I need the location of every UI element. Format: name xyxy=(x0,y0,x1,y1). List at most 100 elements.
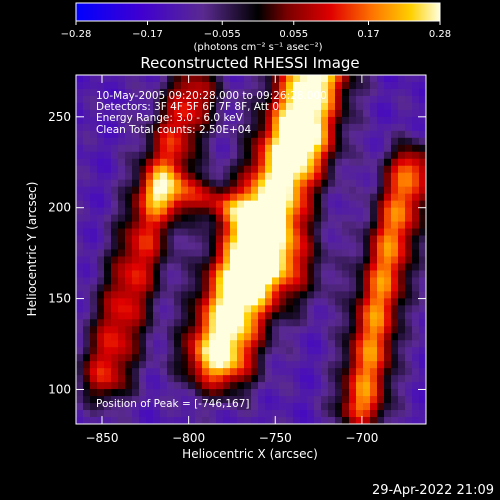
heatmap-cell xyxy=(251,81,259,90)
heatmap-cell xyxy=(391,137,399,146)
heatmap-cell xyxy=(251,102,259,111)
heatmap-cell xyxy=(76,130,84,139)
heatmap-cell xyxy=(321,81,329,90)
heatmap-cell xyxy=(167,340,175,348)
heatmap-cell xyxy=(125,144,133,153)
heatmap-cell xyxy=(216,277,224,285)
heatmap-cell xyxy=(307,242,315,251)
heatmap-cell xyxy=(412,256,420,265)
heatmap-cell xyxy=(216,186,224,195)
heatmap-cell xyxy=(90,102,98,111)
heatmap-cell xyxy=(160,186,168,195)
heatmap-cell xyxy=(391,333,399,341)
heatmap-cell xyxy=(139,305,147,313)
heatmap-cell xyxy=(125,242,133,251)
heatmap-cell xyxy=(83,179,91,188)
heatmap-cell xyxy=(314,249,322,258)
heatmap-cell xyxy=(293,298,301,306)
heatmap-cell xyxy=(90,214,98,223)
heatmap-cell xyxy=(104,368,112,376)
heatmap-cell xyxy=(286,319,294,327)
heatmap-cell xyxy=(181,270,189,279)
heatmap-cell xyxy=(153,200,161,209)
heatmap-cell xyxy=(286,214,294,223)
heatmap-cell xyxy=(279,207,287,216)
heatmap-cell xyxy=(188,235,196,244)
heatmap-cell xyxy=(174,340,182,348)
heatmap-cell xyxy=(188,263,196,272)
heatmap-cell xyxy=(202,235,210,244)
heatmap-cell xyxy=(272,137,280,146)
heatmap-cell xyxy=(174,417,182,424)
heatmap-cell xyxy=(335,263,343,272)
heatmap-cell xyxy=(384,102,392,111)
heatmap-cell xyxy=(356,277,364,285)
heatmap-cell xyxy=(223,354,231,362)
heatmap-cell xyxy=(391,228,399,237)
heatmap-cell xyxy=(111,354,119,362)
heatmap-cell xyxy=(370,333,378,341)
colorbar-gradient xyxy=(75,2,441,22)
heatmap-cell xyxy=(377,172,385,181)
heatmap-cell xyxy=(272,263,280,272)
heatmap-cell xyxy=(132,319,140,327)
heatmap-cell xyxy=(118,326,126,334)
heatmap-cell xyxy=(83,368,91,376)
heatmap-cell xyxy=(377,144,385,153)
heatmap-cell xyxy=(377,410,385,418)
heatmap-cell xyxy=(314,228,322,237)
heatmap-cell xyxy=(195,291,203,299)
heatmap-cell xyxy=(286,221,294,230)
heatmap-cell xyxy=(111,186,119,195)
heatmap-cell xyxy=(272,312,280,320)
heatmap-cell xyxy=(90,333,98,341)
heatmap-cell xyxy=(97,172,105,181)
heatmap-cell xyxy=(111,326,119,334)
heatmap-cell xyxy=(398,354,406,362)
heatmap-cell xyxy=(76,291,84,299)
heatmap-cell xyxy=(104,130,112,139)
heatmap-cell xyxy=(223,326,231,334)
heatmap-cell xyxy=(251,270,259,279)
colorbar-tick-label: 0.055 xyxy=(279,29,308,40)
heatmap-cell xyxy=(412,340,420,348)
heatmap-cell xyxy=(307,165,315,174)
heatmap-cell xyxy=(300,88,308,97)
heatmap-cell xyxy=(258,193,266,202)
heatmap-cell xyxy=(363,123,371,132)
heatmap-cell xyxy=(132,116,140,125)
heatmap-cell xyxy=(146,340,154,348)
heatmap-cell xyxy=(90,347,98,355)
heatmap-cell xyxy=(174,403,182,411)
heatmap-cell xyxy=(419,116,426,125)
heatmap-cell xyxy=(377,242,385,251)
heatmap-cell xyxy=(398,109,406,118)
heatmap-cell xyxy=(370,172,378,181)
heatmap-cell xyxy=(146,291,154,299)
heatmap-cell xyxy=(384,410,392,418)
heatmap-cell xyxy=(398,186,406,195)
heatmap-cell xyxy=(251,165,259,174)
heatmap-cell xyxy=(167,88,175,97)
heatmap-cell xyxy=(251,200,259,209)
heatmap-cell xyxy=(90,158,98,167)
heatmap-cell xyxy=(76,116,84,125)
heatmap-cell xyxy=(335,305,343,313)
heatmap-cell xyxy=(195,130,203,139)
heatmap-cell xyxy=(363,95,371,104)
heatmap-cell xyxy=(258,312,266,320)
heatmap-cell xyxy=(111,151,119,160)
heatmap-cell xyxy=(349,75,357,83)
heatmap-cell xyxy=(405,389,413,397)
heatmap-cell xyxy=(342,102,350,111)
heatmap-cell xyxy=(293,235,301,244)
heatmap-cell xyxy=(293,88,301,97)
heatmap-cell xyxy=(181,144,189,153)
heatmap-cell xyxy=(321,200,329,209)
heatmap-cell xyxy=(356,207,364,216)
heatmap-cell xyxy=(76,144,84,153)
heatmap-cell xyxy=(293,361,301,369)
heatmap-cell xyxy=(118,277,126,285)
heatmap-cell xyxy=(279,340,287,348)
heatmap-cell xyxy=(83,305,91,313)
